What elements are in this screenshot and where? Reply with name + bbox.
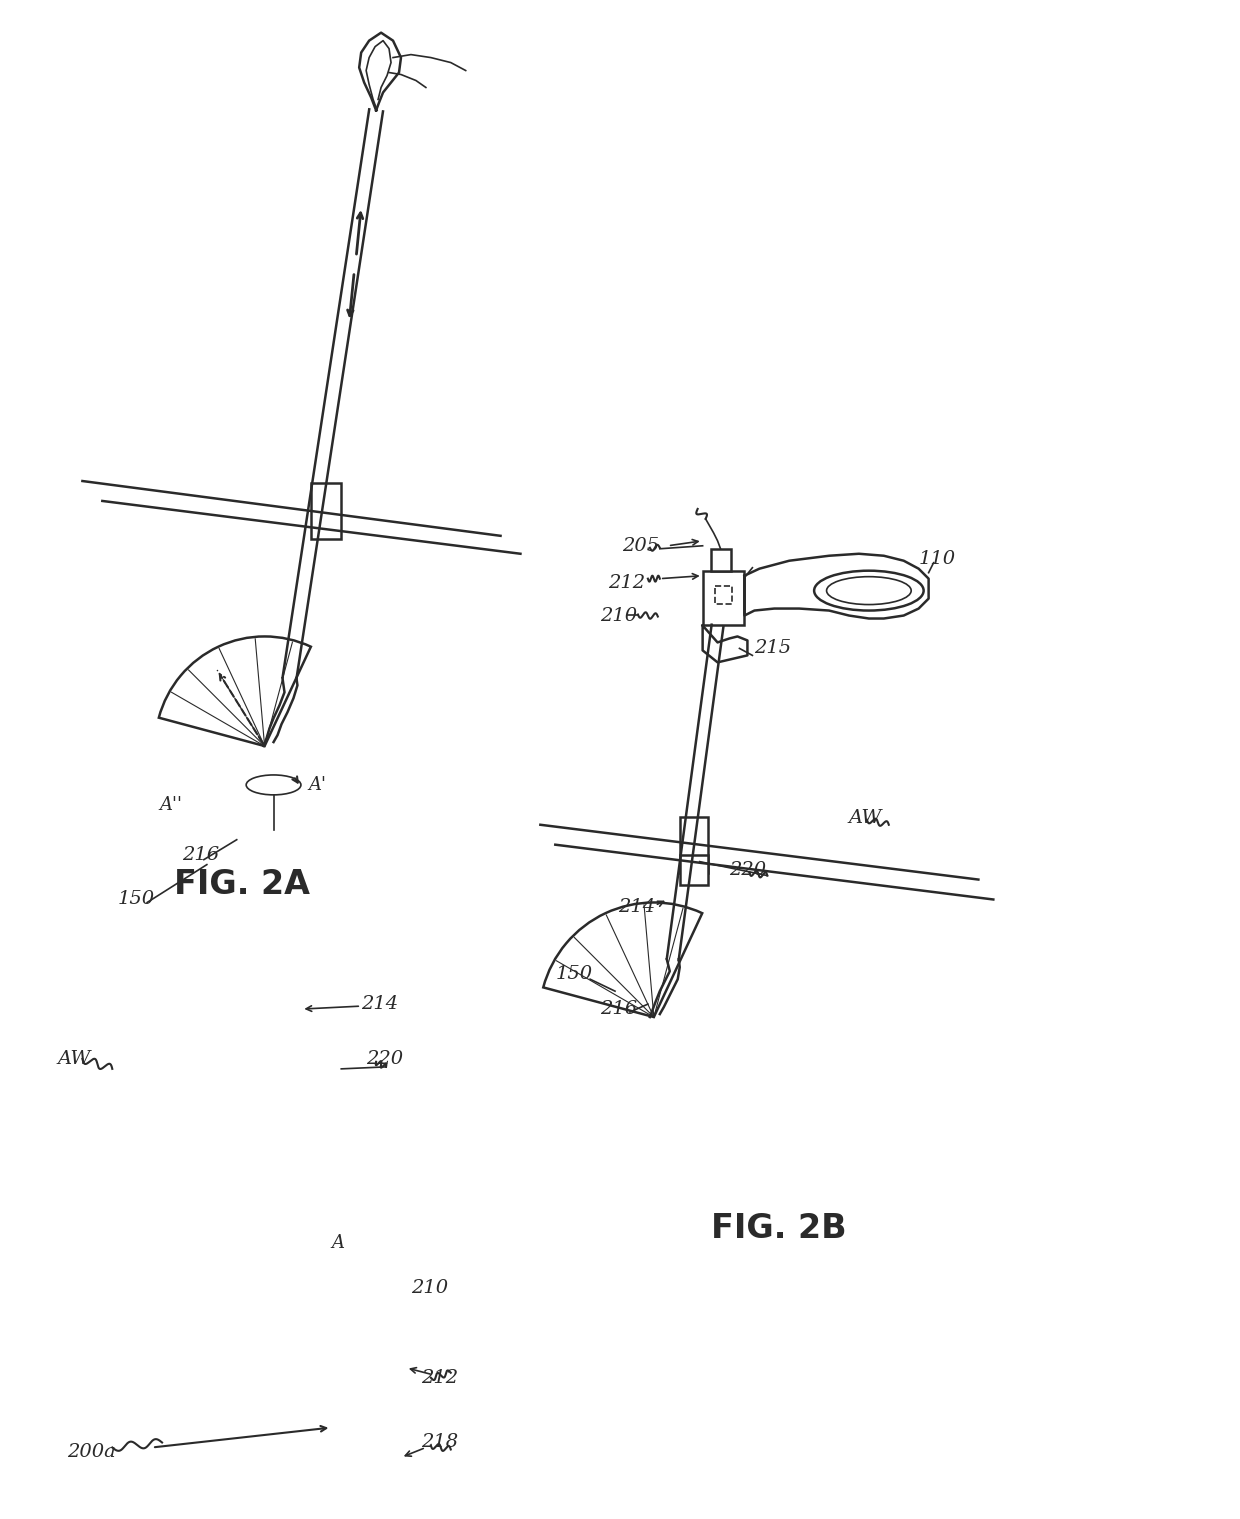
Text: 220: 220 xyxy=(729,861,766,878)
Text: 212: 212 xyxy=(608,574,645,591)
Text: AW: AW xyxy=(849,808,883,826)
Text: 214: 214 xyxy=(361,995,398,1013)
Text: 150: 150 xyxy=(556,965,593,983)
Bar xyxy=(714,586,733,603)
Text: FIG. 2B: FIG. 2B xyxy=(712,1212,847,1244)
Text: 214: 214 xyxy=(618,898,655,916)
Text: 205: 205 xyxy=(622,536,660,554)
Text: 150: 150 xyxy=(118,890,155,908)
Text: 110: 110 xyxy=(919,550,956,568)
Text: 218: 218 xyxy=(420,1434,458,1452)
Text: 212: 212 xyxy=(420,1369,458,1387)
Text: FIG. 2A: FIG. 2A xyxy=(174,867,310,901)
Text: 210: 210 xyxy=(410,1279,448,1297)
Text: 200a: 200a xyxy=(67,1443,117,1461)
Text: A': A' xyxy=(309,776,326,794)
Bar xyxy=(711,548,730,571)
Bar xyxy=(703,571,744,626)
Text: 216: 216 xyxy=(182,846,219,864)
Bar xyxy=(680,817,708,872)
Text: 215: 215 xyxy=(754,639,791,658)
Text: AW: AW xyxy=(57,1050,91,1068)
Text: 210: 210 xyxy=(600,606,637,624)
Text: A'': A'' xyxy=(159,796,182,814)
Text: A: A xyxy=(331,1235,345,1252)
Bar xyxy=(680,855,708,884)
Text: 216: 216 xyxy=(600,1000,637,1018)
Text: 220: 220 xyxy=(366,1050,403,1068)
Bar xyxy=(311,483,341,539)
